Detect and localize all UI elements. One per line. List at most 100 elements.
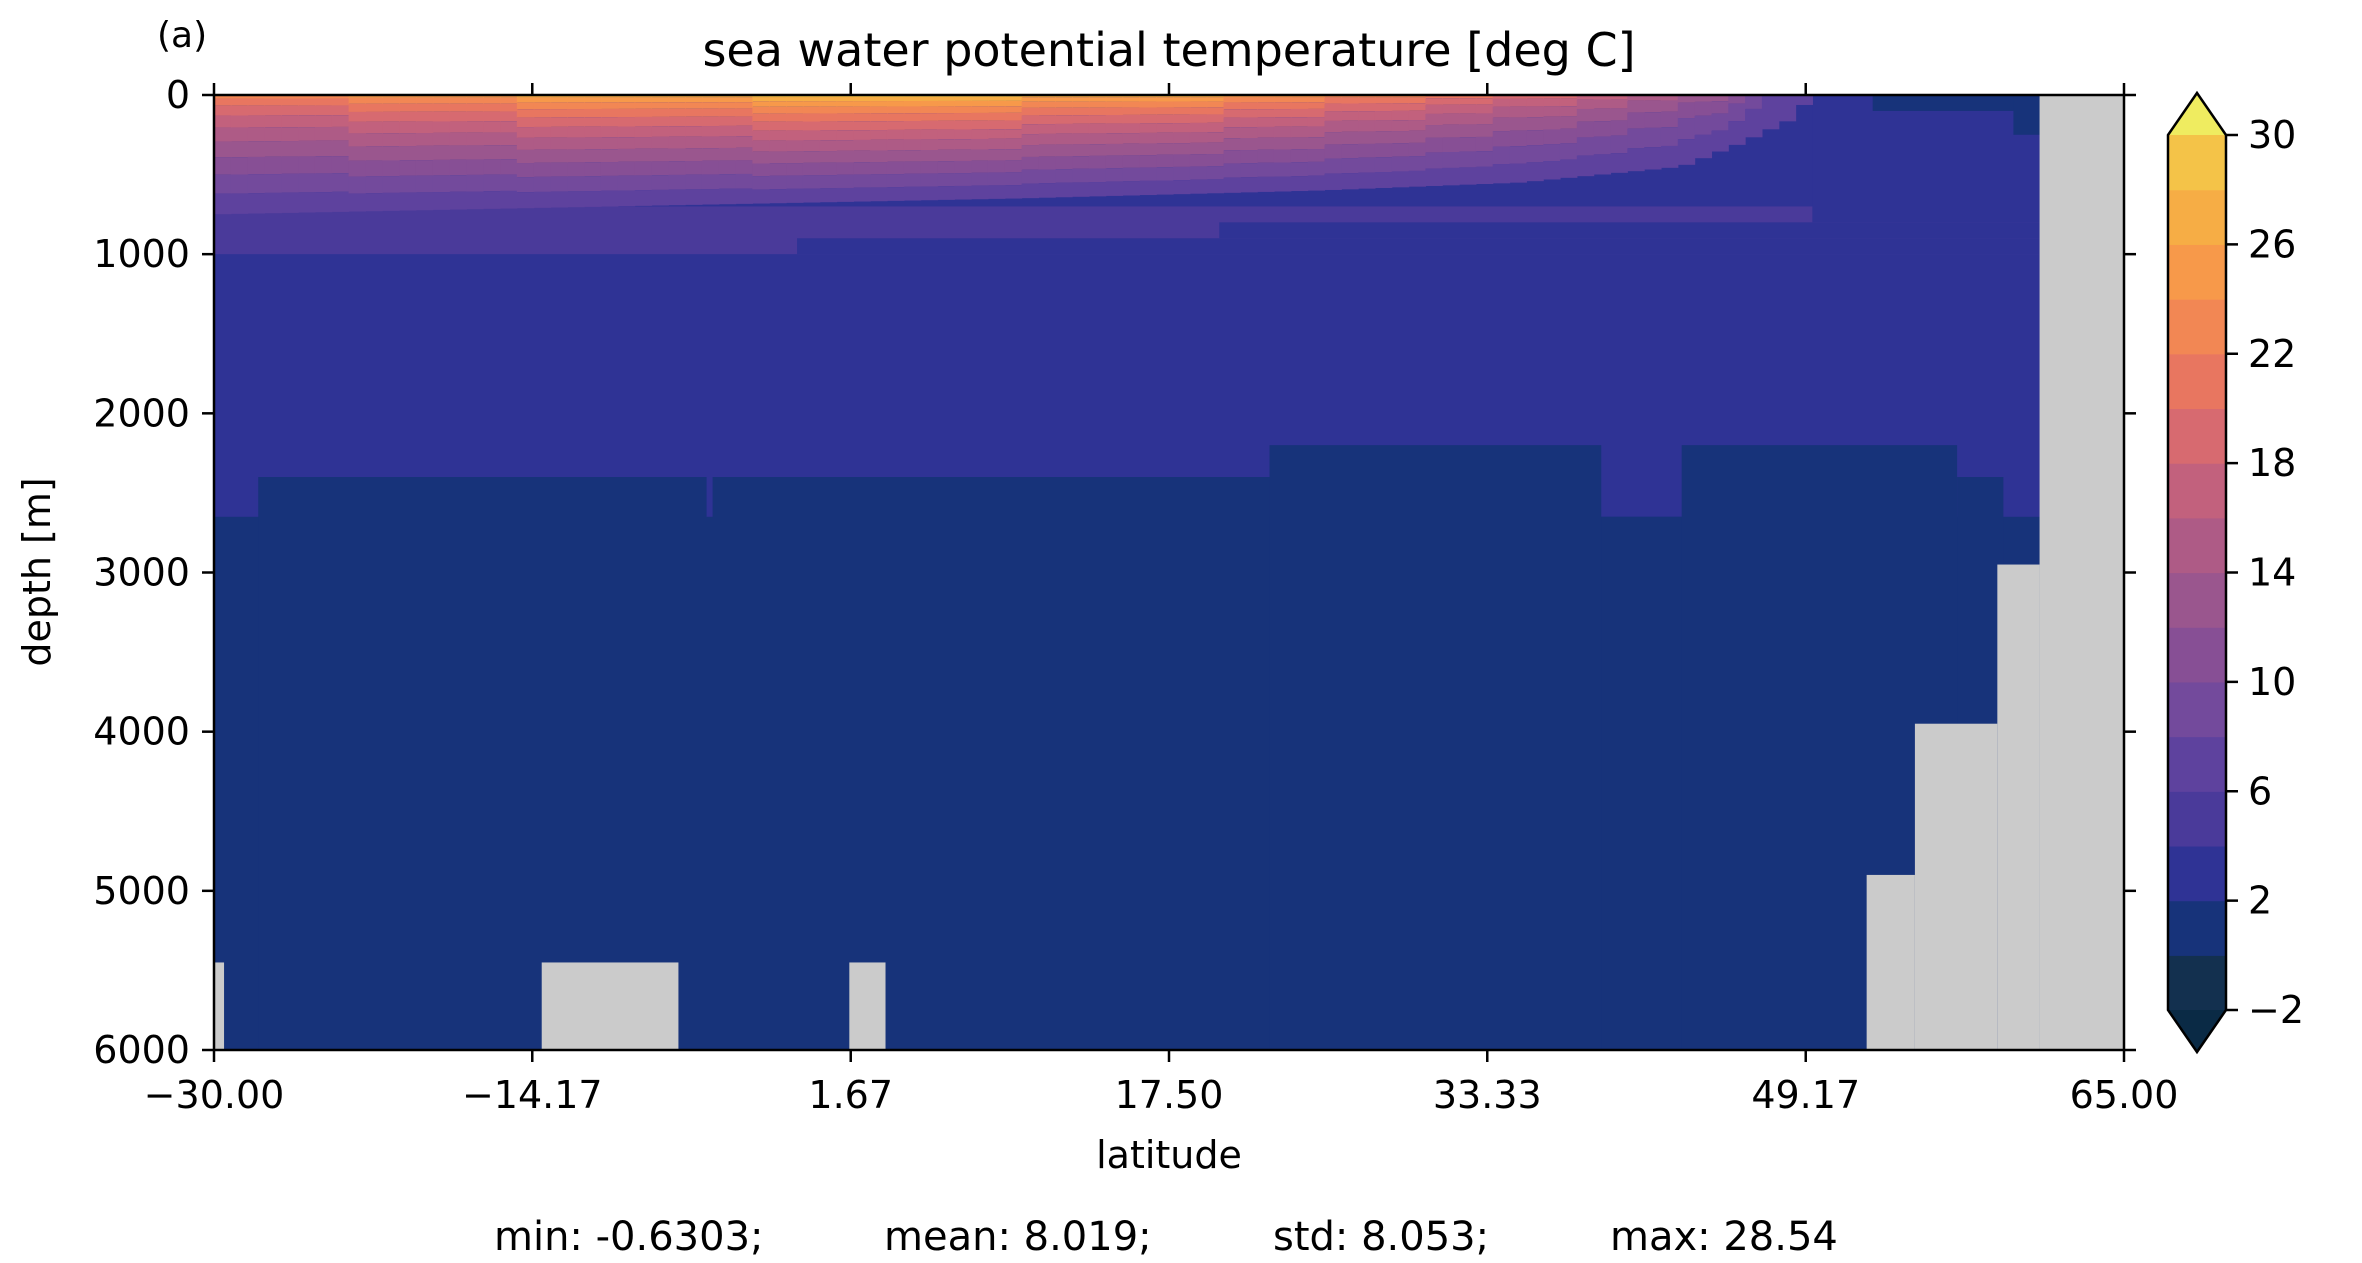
temperature-cell [668,136,686,149]
temperature-cell [1223,97,1241,103]
temperature-cell [1711,95,1729,102]
temperature-cell [399,192,417,211]
temperature-cell [1509,117,1527,131]
temperature-cell [1273,117,1292,127]
land-mask [1914,723,1998,1050]
temperature-cell [399,121,417,134]
temperature-cell [600,102,619,109]
temperature-cell [1391,95,1410,98]
temperature-cell [382,103,400,112]
temperature-cell [651,116,669,127]
temperature-cell [298,98,316,106]
temperature-cell [247,141,266,157]
temperature-cell [802,97,821,102]
temperature-cell [466,121,484,133]
temperature-cell [836,130,854,141]
temperature-cell [870,101,888,107]
temperature-cell [1358,103,1376,112]
temperature-cell [298,105,316,116]
temperature-cell [1257,109,1275,118]
temperature-cell [281,115,299,128]
temperature-cell [1307,97,1326,103]
temperature-cell [1105,101,1124,108]
temperature-cell [1358,97,1376,104]
temperature-cell [1173,132,1191,144]
temperature-cell [836,121,854,131]
temperature-cell [1610,95,1628,100]
temperature-cell [348,146,367,161]
temperature-cell [399,133,417,147]
temperature-cell [382,146,400,161]
temperature-cell [954,149,972,161]
temperature-cell [1475,104,1494,114]
temperature-cell [348,133,367,147]
temperature-cell [752,121,770,131]
temperature-cell [617,117,636,127]
temperature-cell [1610,120,1628,136]
temperature-cell [735,147,753,161]
temperature-cell [987,120,1006,130]
temperature-cell [1341,144,1359,159]
colorbar-tick-label: 2 [2248,879,2272,923]
temperature-cell [1021,115,1040,125]
temperature-cell [701,102,720,109]
temperature-cell [1156,123,1174,133]
temperature-cell [1273,97,1292,103]
temperature-cell [1711,101,1729,114]
temperature-cell [1627,148,1645,172]
temperature-cell [449,145,467,160]
temperature-cell [1105,115,1124,124]
temperature-cell [903,150,922,162]
temperature-cell [1122,133,1140,144]
temperature-cell [584,149,602,163]
temperature-cell [1273,162,1292,177]
temperature-cell [365,176,383,194]
temperature-cell [1139,123,1157,133]
temperature-cell [617,108,636,118]
temperature-cell [819,188,838,203]
temperature-cell [1223,163,1241,178]
temperature-cell [1240,102,1258,110]
temperature-cell [247,95,266,99]
temperature-cell [634,102,653,109]
temperature-cell [281,105,299,116]
temperature-cell [1425,113,1443,126]
temperature-cell [399,95,417,98]
temperature-cell [685,97,703,103]
temperature-cell [365,146,383,161]
temperature-cell [1391,103,1410,111]
temperature-cell [1038,133,1056,145]
temperature-cell [971,96,989,101]
colorbar-tick-label: 18 [2248,441,2296,485]
temperature-cell [802,113,821,122]
temperature-cell [1072,144,1090,157]
temperature-cell [1391,143,1410,157]
temperature-cell [1139,155,1157,168]
temperature-cell [1677,118,1696,140]
temperature-cell [1601,516,1682,1050]
temperature-cell [668,97,686,103]
temperature-cell [214,95,232,99]
temperature-cell [819,113,838,122]
temperature-cell [1206,154,1225,167]
temperature-cell [1425,104,1443,114]
temperature-cell [1240,117,1258,128]
temperature-cell [1509,106,1527,118]
colorbar-tick-label: 26 [2248,222,2296,266]
temperature-cell [769,163,787,176]
temperature-cell [1055,133,1073,145]
temperature-cell [1492,98,1511,107]
temperature-cell [483,132,501,146]
temperature-cell [1105,143,1124,156]
temperature-cell [1593,121,1612,137]
temperature-cell [550,137,568,150]
temperature-cell [886,106,905,114]
temperature-cell [432,145,451,160]
temperature-cell [432,159,451,176]
temperature-cell [483,174,501,192]
colorbar-band [2168,353,2226,410]
temperature-cell [971,149,989,161]
temperature-cell [432,132,451,146]
temperature-cell [1257,126,1275,138]
x-axis-label: latitude [1096,1133,1242,1177]
